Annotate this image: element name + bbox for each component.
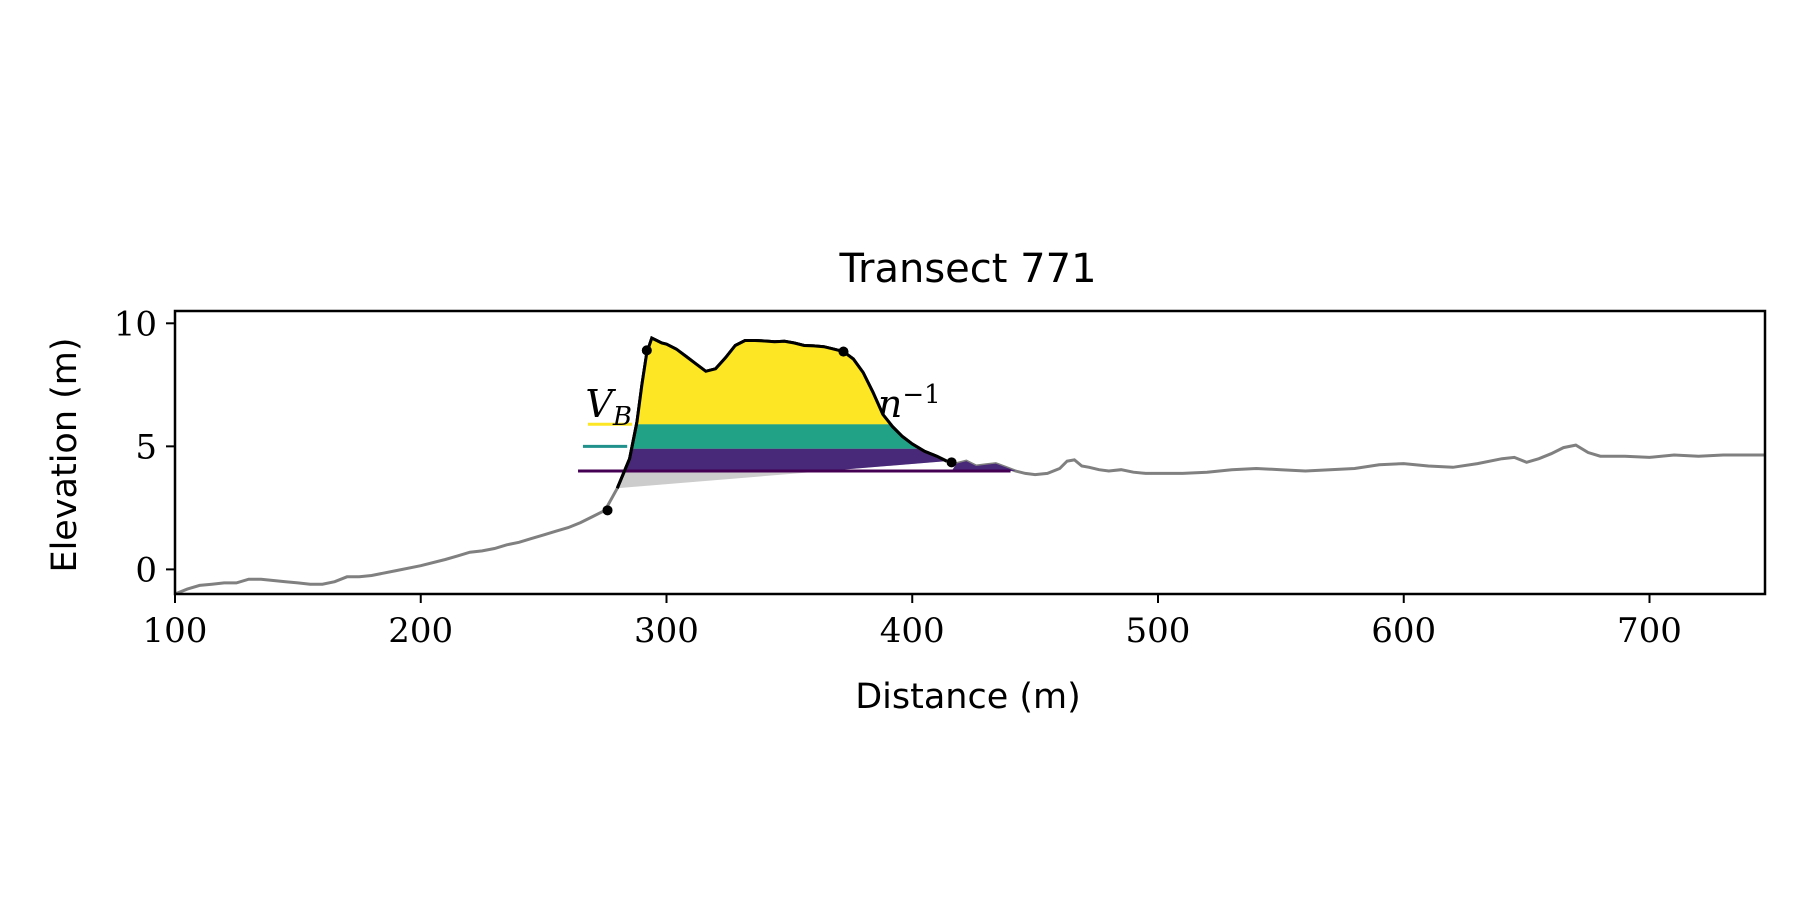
elevation-band-1 bbox=[617, 424, 947, 449]
dune-outline-cover bbox=[615, 336, 948, 489]
x-tick-label: 100 bbox=[143, 611, 208, 651]
toe-point bbox=[602, 505, 613, 516]
elevation-band-tail bbox=[951, 461, 1016, 471]
x-tick-label: 300 bbox=[634, 611, 699, 651]
chart-title: Transect 771 bbox=[838, 246, 1096, 292]
y-axis-label: Elevation (m) bbox=[45, 337, 85, 572]
x-tick-label: 500 bbox=[1126, 611, 1191, 651]
elevation-band-2 bbox=[617, 448, 947, 471]
annotation-1: n−1 bbox=[878, 380, 941, 426]
x-tick-label: 200 bbox=[388, 611, 453, 651]
x-tick-label: 600 bbox=[1371, 611, 1436, 651]
band-cover-top bbox=[617, 338, 947, 425]
level-lines bbox=[578, 422, 1016, 473]
y-tick-label: 0 bbox=[135, 550, 157, 590]
annotations: VB n−1 bbox=[585, 336, 948, 489]
annotation-0: VB bbox=[585, 382, 632, 432]
x-axis-ticks: 100 200 300 400 500 600 700 bbox=[143, 594, 1682, 651]
crest-seaward-point-cover bbox=[641, 345, 652, 356]
crest-landward-point-cover bbox=[838, 346, 849, 357]
x-tick-label: 700 bbox=[1617, 611, 1682, 651]
heel-point bbox=[946, 457, 957, 468]
x-axis-label: Distance (m) bbox=[855, 677, 1081, 717]
axes-frame bbox=[173, 309, 1767, 596]
y-axis-ticks: 0 5 10 bbox=[114, 304, 175, 590]
plot-area: VB n−1 bbox=[175, 336, 1765, 594]
band-cover bbox=[617, 338, 947, 425]
y-tick-label: 5 bbox=[135, 427, 157, 467]
y-tick-label: 10 bbox=[114, 304, 157, 344]
x-tick-label: 400 bbox=[880, 611, 945, 651]
